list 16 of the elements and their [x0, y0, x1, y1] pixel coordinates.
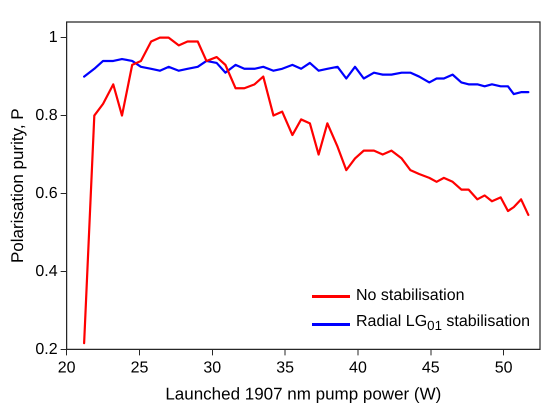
legend-label: Radial LG$_{01}$ stabilisation	[356, 312, 530, 336]
x-axis-title: Launched 1907 nm pump power (W)	[165, 384, 442, 404]
x-tick-label: 30	[203, 359, 222, 376]
x-tick-label: 40	[349, 359, 367, 376]
y-tick-label: 0.4	[35, 262, 58, 280]
x-tick-label: 50	[494, 359, 513, 376]
y-tick-label: 0.8	[35, 106, 58, 124]
legend-label: No stabilisation	[356, 286, 464, 306]
x-tick-label: 35	[276, 359, 294, 376]
y-axis-title: Polarisation purity, P	[8, 108, 27, 264]
y-tick-label: 0.2	[35, 340, 58, 358]
y-tick-label: 1	[48, 28, 58, 46]
x-tick-label: 45	[422, 359, 440, 376]
x-tick-label: 20	[58, 359, 76, 376]
x-tick-label: 25	[130, 359, 148, 376]
y-tick-label: 0.6	[35, 184, 58, 202]
